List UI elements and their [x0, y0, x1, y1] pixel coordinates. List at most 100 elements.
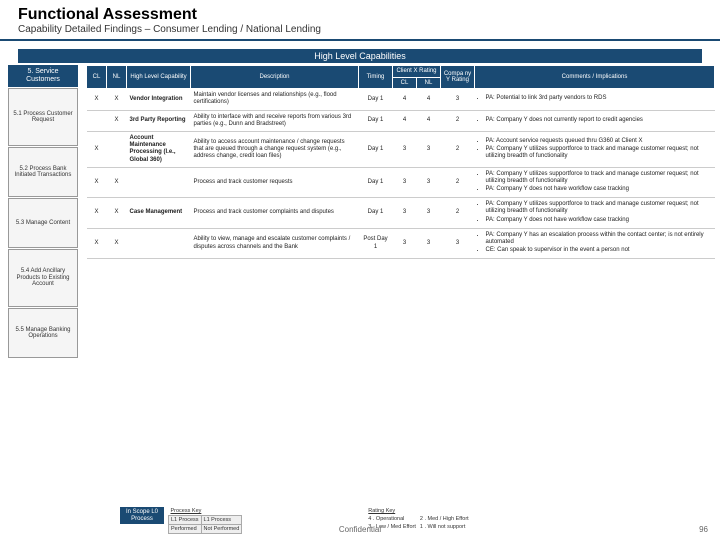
cell: 3rd Party Reporting: [127, 110, 191, 131]
cell: 3: [393, 198, 417, 229]
rating-1: 1 . Will not support: [418, 523, 471, 531]
cell: Account Maintenance Processing (I.e., Gl…: [127, 131, 191, 167]
content-area: 5. Service Customers 5.1 Process Custome…: [0, 65, 720, 259]
implications-cell: PA: Company Y does not currently report …: [475, 110, 715, 131]
implications-cell: PA: Company Y has an escalation process …: [475, 228, 715, 259]
implication-item: PA: Company Y utilizes supportforce to t…: [486, 171, 712, 185]
cell: 3: [393, 228, 417, 259]
process-key-label: Process Key: [169, 507, 242, 516]
th-description: Description: [191, 66, 359, 89]
footer-page: 96: [699, 525, 708, 534]
cell: 3: [441, 89, 475, 110]
th-cl: CL: [87, 66, 107, 89]
capabilities-banner: High Level Capabilities: [18, 49, 702, 63]
sidestep-5: 5.5 Manage Banking Operations: [8, 308, 78, 358]
table-row: XXCase ManagementProcess and track custo…: [87, 198, 715, 229]
cell: 3: [417, 228, 441, 259]
implication-item: PA: Company Y does not have workflow cas…: [486, 186, 712, 193]
th-comments: Comments / Implications: [475, 66, 715, 89]
cell: [107, 131, 127, 167]
process-key-table: Process Key L1 ProcessL1 Process Perform…: [168, 507, 242, 534]
implication-item: PA: Potential to link 3rd party vendors …: [486, 95, 712, 102]
cell: [87, 110, 107, 131]
cell: Process and track customer complaints an…: [191, 198, 359, 229]
cell: X: [107, 167, 127, 198]
cell: [127, 228, 191, 259]
rating-key-label: Rating Key: [366, 507, 470, 515]
cell: Maintain vendor licenses and relationshi…: [191, 89, 359, 110]
implication-item: PA: Company Y utilizes supportforce to t…: [486, 146, 712, 160]
cell: 4: [417, 89, 441, 110]
cell: Process and track customer requests: [191, 167, 359, 198]
side-column: 5. Service Customers 5.1 Process Custome…: [8, 65, 78, 359]
cell: Day 1: [359, 167, 393, 198]
cell: X: [87, 131, 107, 167]
slide: Functional Assessment Capability Detaile…: [0, 0, 720, 540]
rating-2: 2 . Med / High Effort: [418, 515, 471, 523]
th-capability: High Level Capability: [127, 66, 191, 89]
implication-item: PA: Company Y does not have workflow cas…: [486, 217, 712, 224]
cell: Ability to view, manage and escalate cus…: [191, 228, 359, 259]
l1-process-label: L1 Process: [169, 516, 202, 525]
table-row: X3rd Party ReportingAbility to interface…: [87, 110, 715, 131]
cell: 2: [441, 198, 475, 229]
l1-process-label-2: L1 Process: [201, 516, 242, 525]
table-row: XX Process and track customer requestsDay…: [87, 167, 715, 198]
cell: X: [107, 89, 127, 110]
cell: X: [107, 110, 127, 131]
implication-item: CE: Can speak to supervisor in the event…: [486, 247, 712, 254]
cell: 4: [393, 89, 417, 110]
sidestep-4: 5.4 Add Ancillary Products to Existing A…: [8, 249, 78, 307]
th-nl2: NL: [417, 77, 441, 89]
cell: 3: [417, 167, 441, 198]
notperformed-label: Not Performed: [201, 525, 242, 534]
rating-key-table: Rating Key 4 . Operational2 . Med / High…: [366, 507, 470, 531]
implications-cell: PA: Company Y utilizes supportforce to t…: [475, 198, 715, 229]
cell: 3: [417, 131, 441, 167]
cell: 2: [441, 167, 475, 198]
table-row: XXVendor IntegrationMaintain vendor lice…: [87, 89, 715, 110]
cell: Day 1: [359, 110, 393, 131]
cell: Ability to interface with and receive re…: [191, 110, 359, 131]
cell: 3: [441, 228, 475, 259]
implications-cell: PA: Account service requests queued thru…: [475, 131, 715, 167]
legend-scope-box: In Scope L0 Process: [120, 507, 164, 524]
th-cl2: CL: [393, 77, 417, 89]
sidestep-3: 5.3 Manage Content: [8, 198, 78, 248]
cell: X: [87, 167, 107, 198]
performed-label: Performed: [169, 525, 202, 534]
capability-table: CL NL High Level Capability Description …: [86, 65, 715, 259]
cell: Day 1: [359, 198, 393, 229]
cell: 2: [441, 131, 475, 167]
legend: In Scope L0 Process Process Key L1 Proce…: [120, 507, 471, 534]
implications-cell: PA: Potential to link 3rd party vendors …: [475, 89, 715, 110]
implication-item: PA: Company Y utilizes supportforce to t…: [486, 201, 712, 215]
th-timing: Timing: [359, 66, 393, 89]
implication-item: PA: Account service requests queued thru…: [486, 138, 712, 145]
table-row: X Account Maintenance Processing (I.e., G…: [87, 131, 715, 167]
implication-item: PA: Company Y has an escalation process …: [486, 232, 712, 246]
cell: Case Management: [127, 198, 191, 229]
cell: X: [107, 228, 127, 259]
sidestep-1: 5.1 Process Customer Request: [8, 88, 78, 146]
sidestep-2: 5.2 Process Bank Initiated Transactions: [8, 147, 78, 197]
cell: Ability to access account maintenance / …: [191, 131, 359, 167]
cell: X: [107, 198, 127, 229]
th-clientx: Client X Rating: [393, 66, 441, 78]
cell: 3: [393, 131, 417, 167]
cell: 4: [393, 110, 417, 131]
cell: X: [87, 228, 107, 259]
cell: Post Day 1: [359, 228, 393, 259]
cell: Day 1: [359, 131, 393, 167]
implication-item: PA: Company Y does not currently report …: [486, 117, 712, 124]
cell: 4: [417, 110, 441, 131]
page-subtitle: Capability Detailed Findings – Consumer …: [0, 24, 720, 39]
cell: 3: [393, 167, 417, 198]
th-nl: NL: [107, 66, 127, 89]
cell: 3: [417, 198, 441, 229]
cell: X: [87, 198, 107, 229]
cell: [127, 167, 191, 198]
category-box: 5. Service Customers: [8, 65, 78, 87]
rating-4: 4 . Operational: [366, 515, 418, 523]
table-row: XX Ability to view, manage and escalate c…: [87, 228, 715, 259]
